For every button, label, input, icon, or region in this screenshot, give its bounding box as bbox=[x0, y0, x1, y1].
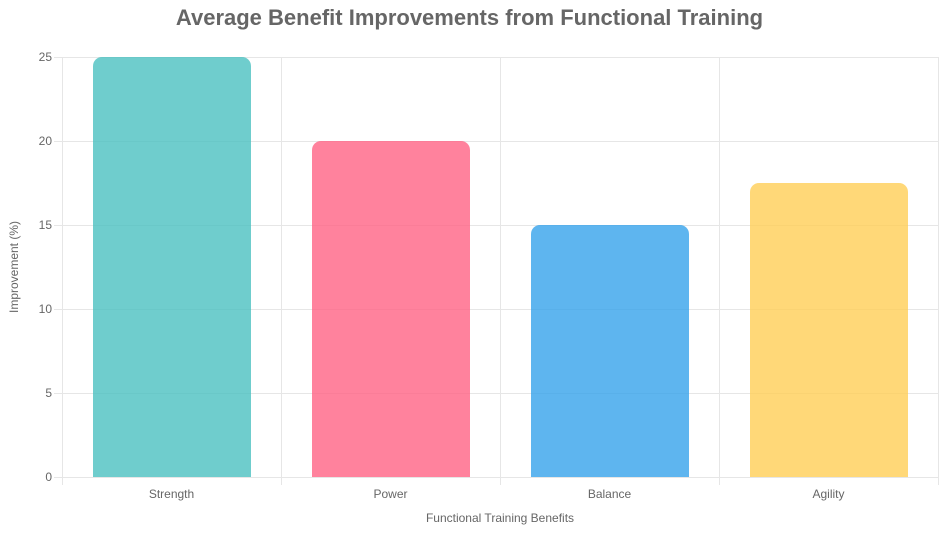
bar-agility[interactable] bbox=[750, 183, 908, 477]
x-tick-label: Power bbox=[373, 487, 408, 501]
y-tick-label: 0 bbox=[45, 470, 52, 484]
y-tick-label: 10 bbox=[38, 302, 52, 316]
y-tick-label: 20 bbox=[38, 134, 52, 148]
y-tick-label: 15 bbox=[38, 218, 52, 232]
y-tick-mark bbox=[54, 393, 62, 394]
y-tick-mark bbox=[54, 309, 62, 310]
x-axis-title: Functional Training Benefits bbox=[425, 511, 575, 525]
y-tick-label: 25 bbox=[38, 50, 52, 64]
v-gridline bbox=[62, 57, 63, 477]
x-tick-mark bbox=[719, 477, 720, 485]
y-tick-mark bbox=[54, 225, 62, 226]
v-gridline bbox=[719, 57, 720, 477]
bar-strength[interactable] bbox=[93, 57, 251, 477]
bar-power[interactable] bbox=[312, 141, 470, 477]
x-tick-label: Agility bbox=[812, 487, 845, 501]
x-tick-label: Strength bbox=[148, 487, 195, 501]
v-gridline bbox=[281, 57, 282, 477]
x-tick-mark bbox=[500, 477, 501, 485]
y-axis-title: Improvement (%) bbox=[7, 220, 21, 314]
chart-title: Average Benefit Improvements from Functi… bbox=[175, 5, 764, 30]
y-tick-label: 5 bbox=[45, 386, 52, 400]
x-tick-mark bbox=[62, 477, 63, 485]
y-tick-mark bbox=[54, 141, 62, 142]
bar-balance[interactable] bbox=[531, 225, 689, 477]
y-tick-mark bbox=[54, 477, 62, 478]
v-gridline bbox=[500, 57, 501, 477]
y-tick-mark bbox=[54, 57, 62, 58]
x-tick-label: Balance bbox=[587, 487, 632, 501]
x-tick-mark bbox=[281, 477, 282, 485]
